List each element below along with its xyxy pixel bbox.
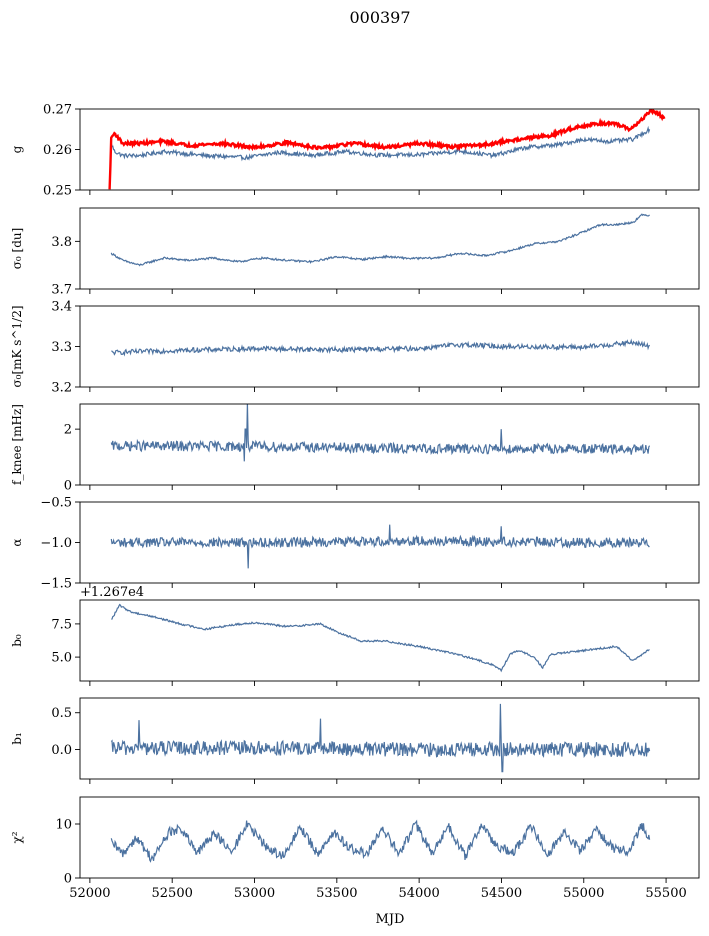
y-tick-label-g: 0.25 [43, 184, 72, 199]
y-tick-label-sigma0_du: 3.8 [51, 235, 72, 250]
axes-frame-b1 [79, 697, 700, 780]
panel-b0: 5.0 7.5 +1.267e4 b₀ [10, 585, 700, 686]
y-tick-label-b0: 7.5 [51, 617, 72, 632]
y-tick-label-g: 0.26 [43, 143, 72, 158]
axes-frame-fknee [79, 403, 700, 486]
y-tick-label-fknee: 0 [64, 479, 72, 494]
x-axis-label: MJD [376, 912, 405, 927]
figure-title: 000397 [349, 8, 410, 27]
panel-b1: 0.0 0.5 b₁ [10, 697, 700, 784]
x-tick-label: 52000 [69, 886, 110, 901]
panel-chi2: 0 10 52000 52500 53000 53500 54000 54500 55000 55… [10, 796, 700, 901]
y-tick-label-alpha: −1.0 [40, 536, 72, 551]
y-tick-label-b1: 0.0 [51, 743, 72, 758]
panel-g: 0.25 0.26 0.27 g [10, 103, 700, 199]
y-tick-label-sigma0_du: 3.7 [51, 283, 72, 298]
y-axis-label-g: g [10, 145, 24, 153]
series-line-sigma0_du-0 [110, 213, 650, 267]
y-tick-label-sigma0_mk: 3.4 [51, 300, 72, 315]
x-tick-label: 54000 [398, 886, 439, 901]
axes-frame-sigma0_du [79, 207, 700, 290]
series-line-fknee-0 [110, 404, 651, 462]
y-axis-label-fknee: f_knee [mHz] [10, 404, 24, 485]
y-tick-label-g: 0.27 [43, 103, 72, 118]
y-tick-label-fknee: 2 [64, 423, 72, 438]
x-tick-label: 53000 [234, 886, 275, 901]
y-tick-label-b0: 5.0 [51, 651, 72, 666]
x-tick-label: 53500 [316, 886, 357, 901]
axes-frame-g [79, 108, 700, 191]
y-tick-label-sigma0_mk: 3.3 [51, 340, 72, 355]
x-tick-label: 55500 [645, 886, 686, 901]
x-tick-label: 52500 [152, 886, 193, 901]
series-line-sigma0_mk-0 [111, 338, 651, 357]
y-axis-label-b0: b₀ [10, 634, 24, 647]
series-line-b1-0 [110, 703, 651, 773]
y-tick-label-chi2: 10 [55, 818, 72, 833]
panel-sigma0_du: 3.7 3.8 σ₀ [du] [10, 207, 700, 298]
y-tick-label-chi2: 0 [64, 872, 72, 887]
series-line-b0-0 [111, 603, 650, 673]
axes-frame-b0 [79, 599, 700, 682]
y-axis-label-b1: b₁ [10, 732, 24, 745]
y-axis-label-alpha: α [10, 538, 24, 546]
panel-alpha: −1.5 −1.0 −0.5 α [10, 496, 700, 592]
series-line-alpha-0 [110, 524, 650, 569]
panels: 0.25 0.26 0.27 g 3.7 3.8 σ₀ [du] 3.2 3.3 3.4 σ₀[mK… [10, 103, 700, 901]
series-line-g-1 [108, 109, 666, 190]
series-line-chi2-0 [110, 819, 651, 863]
offset-text-b0: +1.267e4 [80, 585, 144, 600]
y-tick-label-alpha: −1.5 [40, 577, 72, 592]
x-tick-label: 54500 [481, 886, 522, 901]
y-axis-label-sigma0_mk: σ₀[mK s^1/2] [10, 305, 24, 387]
panel-fknee: 0 2 f_knee [mHz] [10, 403, 700, 494]
x-tick-label: 55000 [563, 886, 604, 901]
y-axis-label-chi2: χ² [10, 831, 24, 843]
y-tick-label-sigma0_mk: 3.2 [51, 381, 72, 396]
axes-frame-chi2 [79, 796, 700, 879]
y-tick-label-b1: 0.5 [51, 706, 72, 721]
panel-sigma0_mk: 3.2 3.3 3.4 σ₀[mK s^1/2] [10, 300, 700, 396]
series-line-g-0 [110, 125, 651, 162]
y-axis-label-sigma0_du: σ₀ [du] [10, 228, 24, 270]
y-tick-label-alpha: −0.5 [40, 496, 72, 511]
